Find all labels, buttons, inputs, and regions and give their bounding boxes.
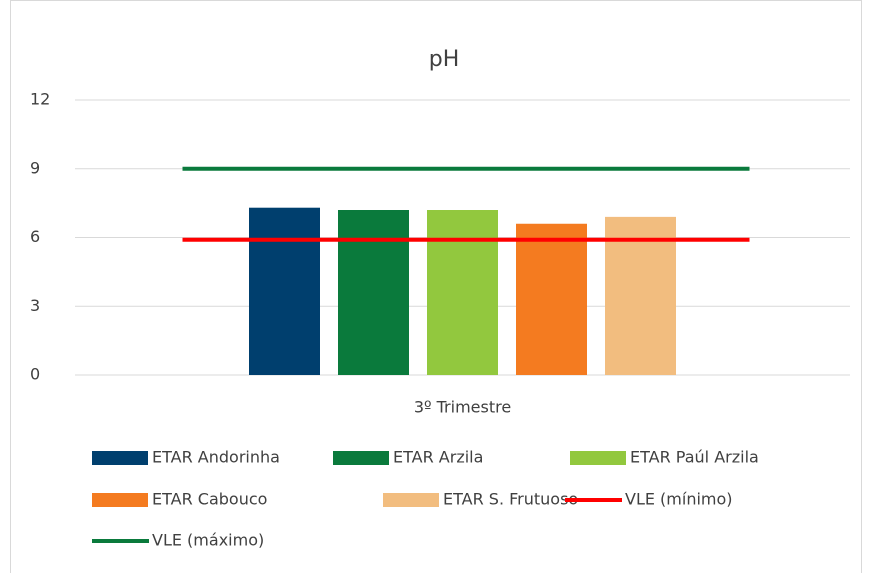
y-tick-label: 6 [30,227,40,246]
legend-label: ETAR S. Frutuoso [443,490,578,509]
legend-swatch [92,493,148,507]
bar [427,210,498,375]
y-tick-label: 3 [30,296,40,315]
legend-label: VLE (máximo) [152,531,264,550]
y-tick-label: 0 [30,365,40,384]
legend-label: ETAR Andorinha [152,448,280,467]
legend-label: ETAR Arzila [393,448,483,467]
bar [605,216,676,375]
legend-swatch [570,451,626,465]
legend-swatch [383,493,439,507]
legend-label: ETAR Paúl Arzila [630,448,759,467]
bar [338,210,409,375]
chart-title: pH [429,47,460,72]
legend-swatch [333,451,389,465]
y-tick-label: 12 [30,90,50,109]
bar [516,223,587,375]
chart-border [10,0,862,573]
legend-label: ETAR Cabouco [152,490,267,509]
x-tick-label: 3º Trimestre [414,398,511,417]
legend-label: VLE (mínimo) [625,490,733,509]
y-tick-label: 9 [30,158,40,177]
bar [249,207,320,375]
legend-swatch [92,451,148,465]
